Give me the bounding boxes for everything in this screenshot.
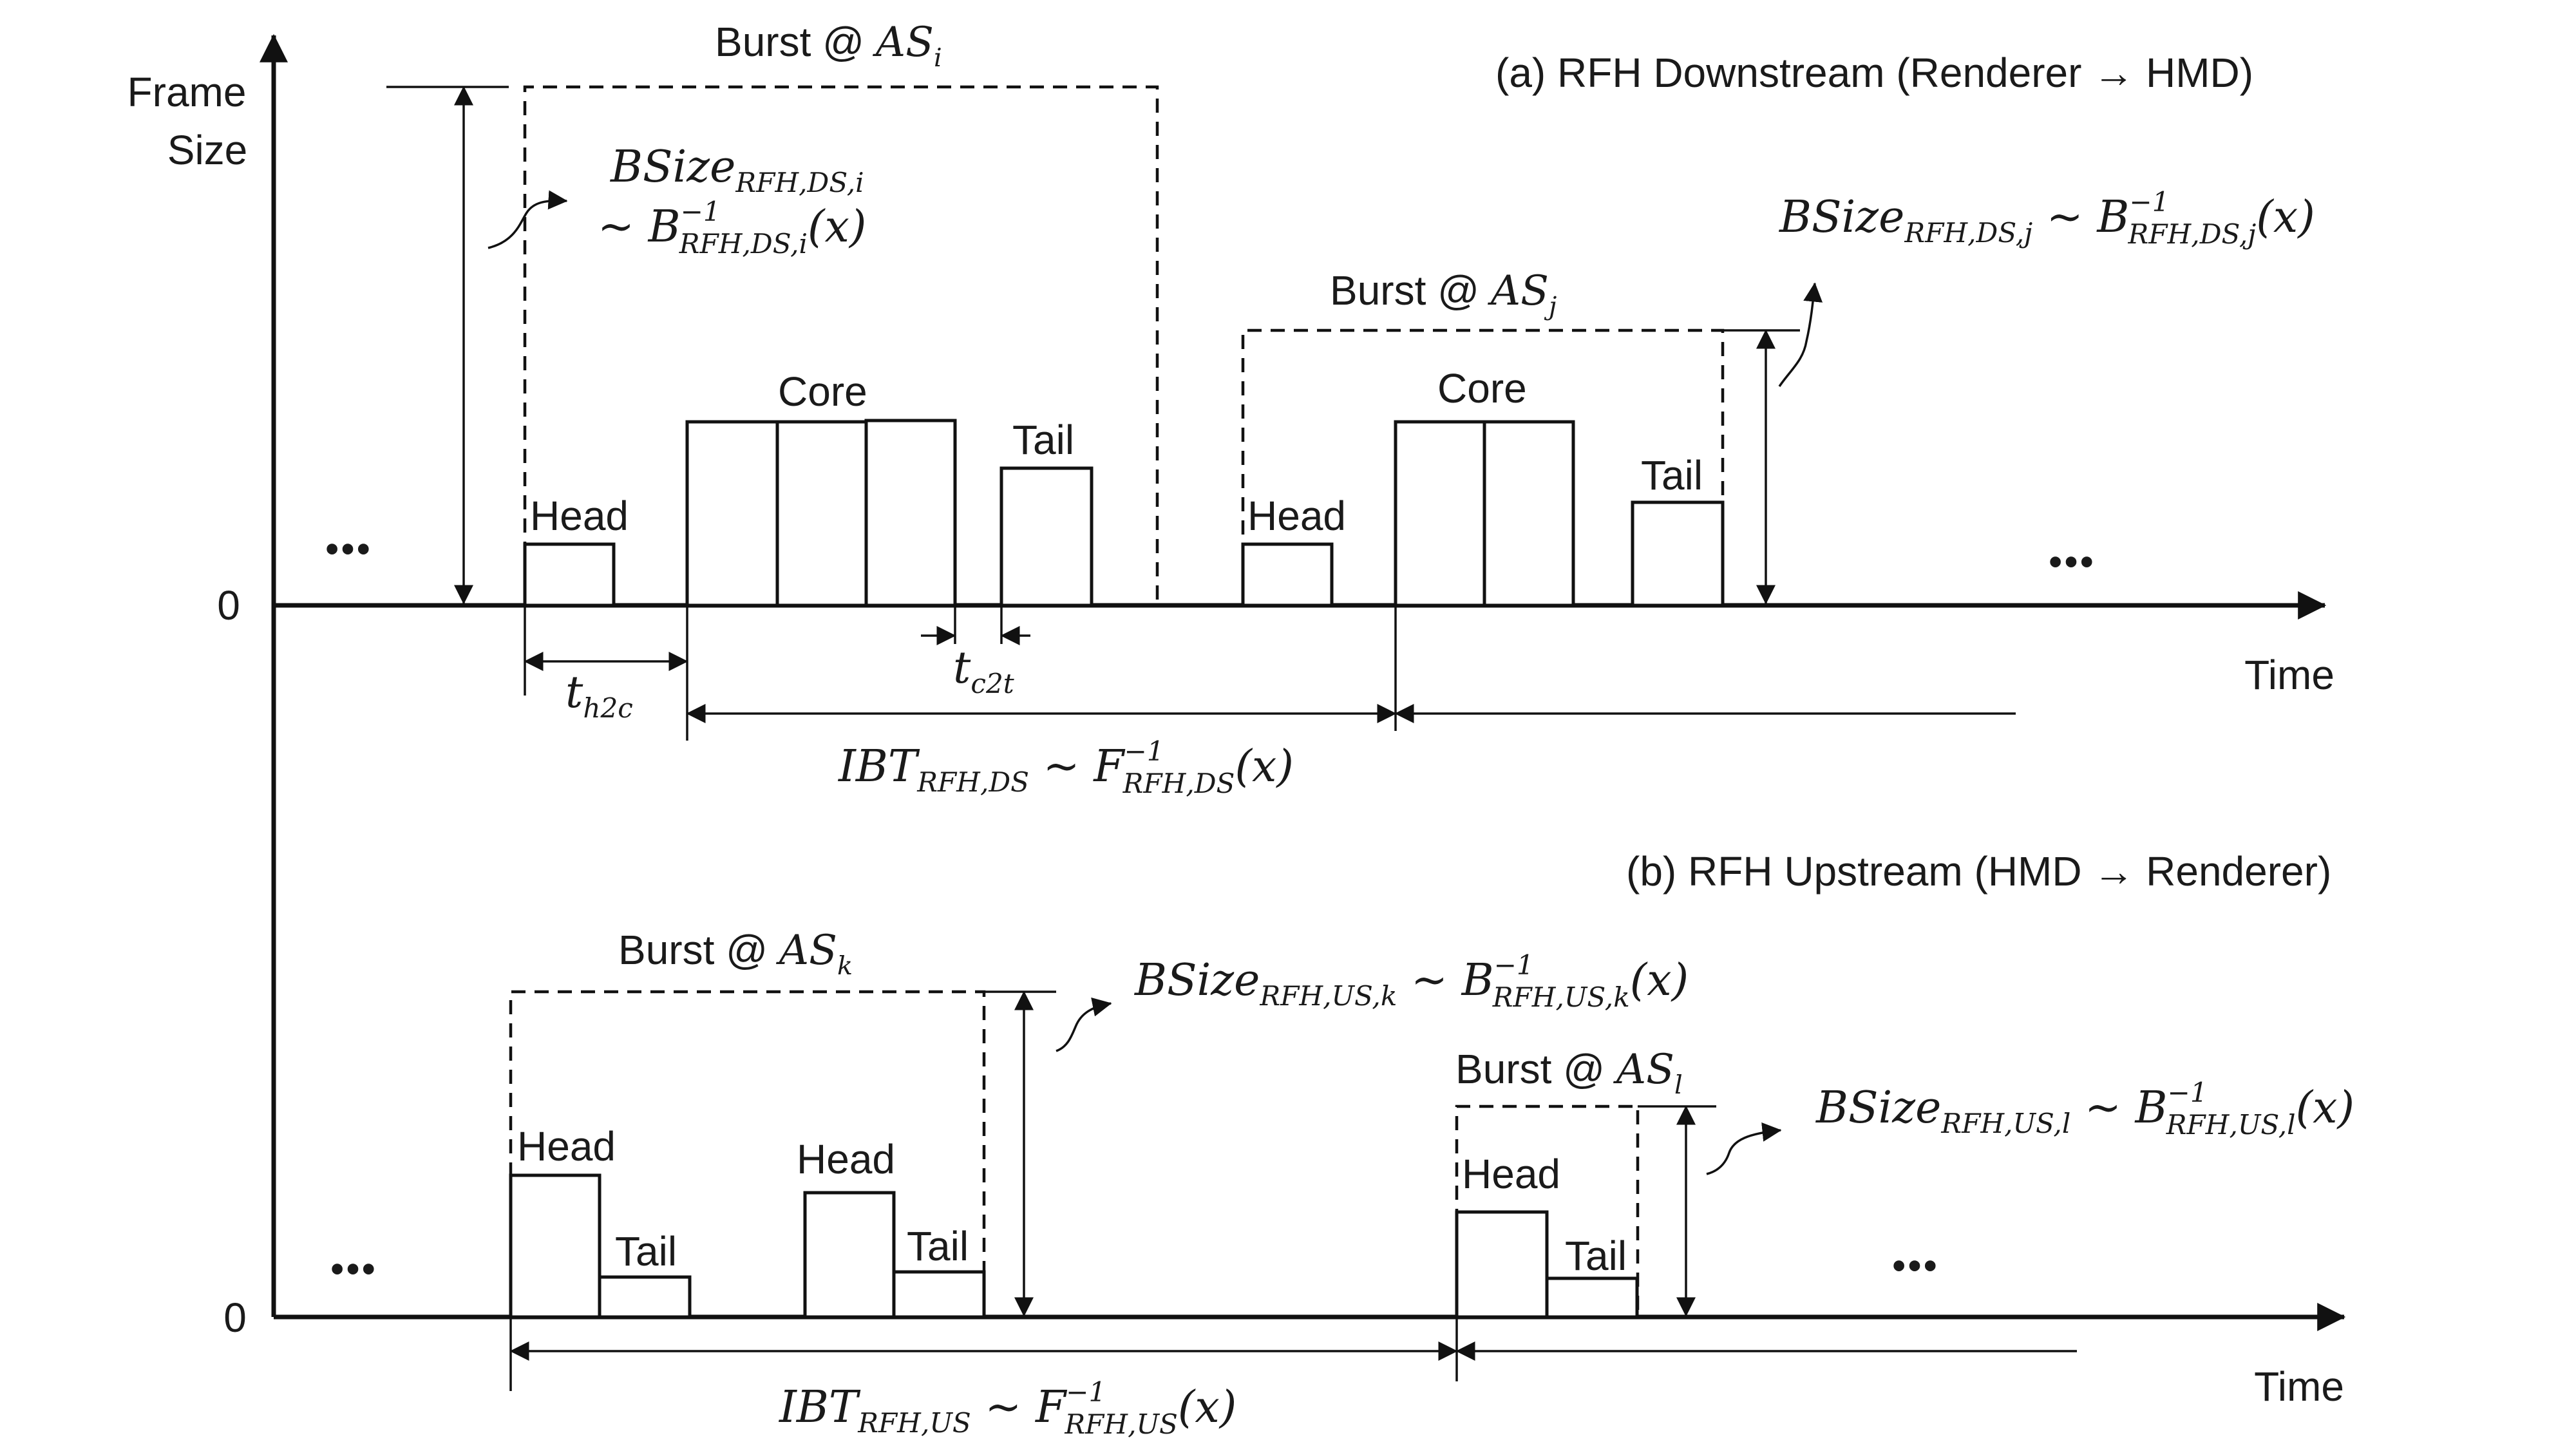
- ellipsis-bottom-left: •••: [331, 1248, 378, 1290]
- burst-i-callout-arrow: [488, 190, 568, 249]
- burst-j-envelope: [1241, 328, 1725, 604]
- label-head-j: Head: [1247, 493, 1346, 539]
- t-h2c-label: th2c: [565, 667, 633, 724]
- burst-l-label: Burst @ ASl: [1455, 1046, 1683, 1100]
- label-head-k-1: Head: [517, 1123, 616, 1170]
- frame-tail-k-1: [598, 1275, 692, 1319]
- label-head-i: Head: [530, 493, 629, 539]
- label-core-i: Core: [778, 368, 867, 415]
- label-head-l: Head: [1462, 1151, 1560, 1197]
- ellipsis-top-right: •••: [2049, 541, 2096, 583]
- frame-tail-k-2: [892, 1270, 986, 1319]
- burst-k-label: Burst @ ASk: [618, 927, 853, 981]
- burst-k-envelope: [509, 990, 986, 1316]
- label-tail-k-2: Tail: [907, 1223, 969, 1269]
- frame-tail-j: [1631, 500, 1725, 607]
- burst-l-callout-arrow: [1706, 1122, 1782, 1175]
- frame-head-j: [1241, 542, 1334, 607]
- panel-b: (b) RFH Upstream (HMD → Renderer) Burst …: [509, 848, 2354, 1440]
- frame-head-k-2: [803, 1191, 896, 1319]
- frame-head-l: [1455, 1210, 1549, 1319]
- time-label-top: Time: [2244, 652, 2334, 698]
- burst-j-callout-arrow: [1778, 282, 1823, 387]
- zero-label-bottom: 0: [223, 1294, 247, 1341]
- frame-core-j-2: [1482, 420, 1575, 607]
- bsize-j-label: BSizeRFH,DS,j ~ B−1 RFH,DS,j(x): [1778, 186, 2315, 250]
- burst-i-envelope: [523, 85, 1159, 602]
- burst-i-label: Burst @ ASi: [715, 19, 942, 73]
- label-tail-k-1: Tail: [615, 1228, 677, 1274]
- frame-core-i-2: [775, 420, 868, 607]
- bsize-l-label: BSizeRFH,US,l ~ B−1 RFH,US,l(x): [1815, 1077, 2354, 1141]
- frame-core-i-3: [864, 419, 957, 607]
- frame-head-i: [523, 542, 616, 607]
- t-c2t-label: tc2t: [953, 643, 1014, 699]
- bsize-i-line1: BSizeRFH,DS,i: [609, 142, 864, 198]
- burst-j-label: Burst @ ASj: [1330, 267, 1557, 321]
- ellipsis-top-left: •••: [326, 528, 373, 570]
- time-label-bottom: Time: [2254, 1363, 2344, 1410]
- label-core-j: Core: [1437, 365, 1527, 412]
- ellipsis-bottom-right: •••: [1893, 1245, 1940, 1287]
- label-tail-j: Tail: [1641, 452, 1703, 498]
- y-axis-label-line2: Size: [167, 127, 248, 173]
- panel-b-title: (b) RFH Upstream (HMD → Renderer): [1626, 848, 2331, 895]
- panel-a: (a) RFH Downstream (Renderer → HMD) Burs…: [386, 19, 2315, 799]
- frame-core-j-1: [1394, 420, 1486, 607]
- frame-head-k-1: [509, 1173, 601, 1319]
- ibt-us-label: IBTRFH,US ~ F−1 RFH,US(x): [778, 1376, 1236, 1440]
- burst-k-callout-arrow: [1056, 997, 1112, 1052]
- ibt-ds-label: IBTRFH,DS ~ F−1 RFH,DS(x): [837, 735, 1294, 799]
- label-head-k-2: Head: [797, 1136, 895, 1182]
- panel-a-title: (a) RFH Downstream (Renderer → HMD): [1495, 50, 2253, 96]
- bsize-k-label: BSizeRFH,US,k ~ B−1 RFH,US,k(x): [1133, 949, 1689, 1013]
- zero-label-top: 0: [217, 582, 240, 629]
- label-tail-l: Tail: [1565, 1233, 1627, 1279]
- y-axis-label-line1: Frame: [128, 69, 247, 115]
- label-tail-i: Tail: [1012, 417, 1074, 463]
- frame-tail-i: [999, 466, 1094, 607]
- bsize-i-line2: ~ B−1 RFH,DS,i(x): [598, 196, 866, 260]
- frame-core-i-1: [685, 420, 779, 607]
- frame-tail-l: [1545, 1276, 1639, 1319]
